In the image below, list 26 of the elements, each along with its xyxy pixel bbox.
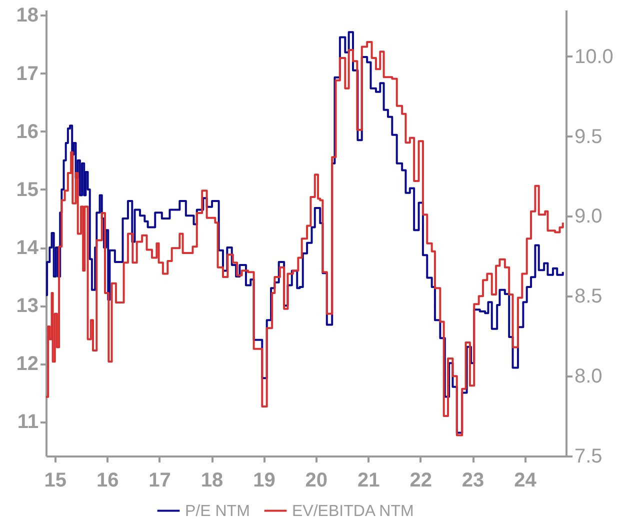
legend-label: P/E NTM [185,502,250,519]
x-tick-label: 17 [148,470,171,492]
y-tick-label: 18 [16,4,38,27]
x-tick-label: 19 [253,470,276,492]
y2-tick-label: 8.0 [574,366,602,388]
x-tick-label: 18 [200,470,224,492]
y-tick-label: 15 [16,178,38,201]
x-tick-label: 21 [358,470,380,492]
x-tick-label: 22 [410,470,432,492]
y2-tick-label: 9.0 [574,206,602,228]
y-tick-label: 13 [16,295,38,318]
y-tick-label: 17 [16,62,38,85]
legend-label: EV/EBITDA NTM [292,502,414,519]
x-tick-label: 16 [96,470,119,492]
y2-tick-label: 10.0 [574,46,614,68]
y-tick-label: 11 [17,411,38,434]
y2-tick-label: 7.5 [574,446,602,468]
y-tick-label: 12 [16,353,38,376]
x-tick-label: 20 [305,470,328,492]
x-tick-label: 24 [514,470,538,492]
x-tick-label: 23 [462,470,484,492]
x-tick-label: 15 [44,470,66,492]
y-tick-label: 16 [16,120,38,143]
y-tick-label: 14 [16,237,40,260]
y2-tick-label: 9.5 [574,126,602,148]
y2-tick-label: 8.5 [574,286,602,308]
